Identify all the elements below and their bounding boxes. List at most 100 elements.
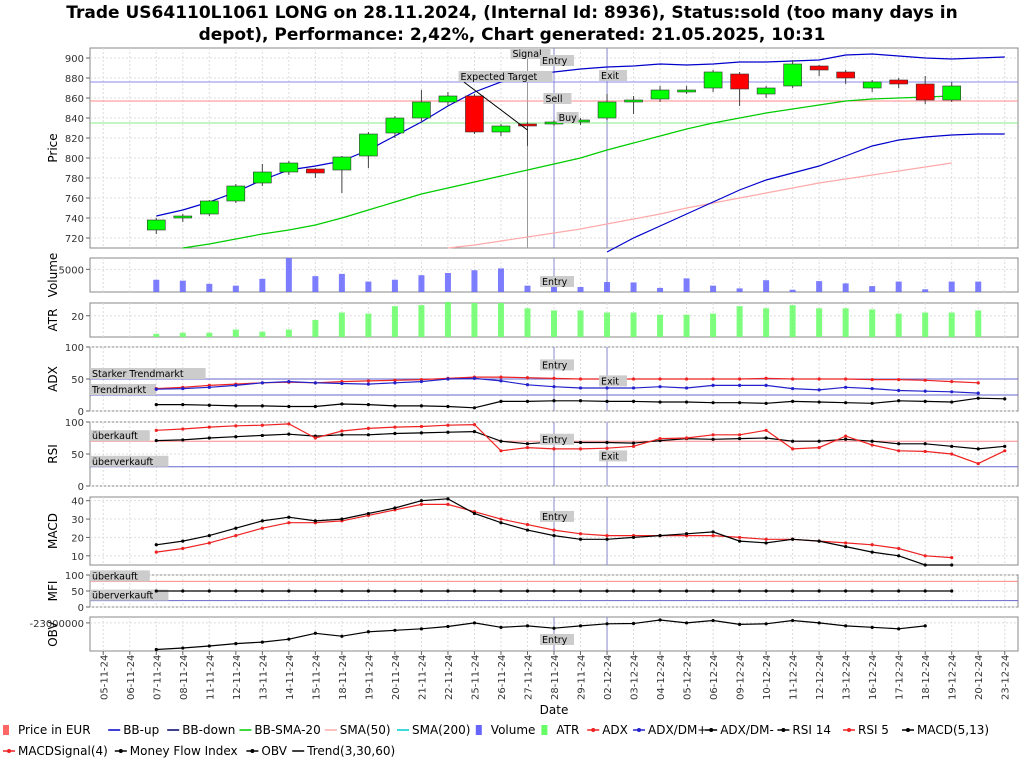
legend-item: ADX/DM- (720, 723, 774, 737)
dm-plus-point (923, 389, 927, 393)
rsi5-point (552, 447, 556, 451)
dm-plus-point (684, 386, 689, 390)
chart-title-line2: depot), Performance: 2,42%, Chart genera… (199, 25, 826, 45)
volume-bar (338, 273, 345, 292)
atr-bar (683, 314, 690, 337)
adx-point (870, 378, 874, 382)
obv-point (923, 624, 927, 628)
x-tick-label: 18-11-24 (338, 655, 349, 700)
mfi-point (658, 589, 662, 593)
macd-axis-label: MACD (46, 513, 60, 549)
mfi-tick-label: 100 (65, 571, 84, 582)
dm-plus-point (260, 381, 264, 385)
legend-item: ADX (602, 723, 628, 737)
rsi14-point (1003, 444, 1007, 448)
dm-plus-point (472, 376, 477, 380)
macd-point (923, 563, 927, 567)
x-tick-label: 02-12-24 (603, 655, 614, 700)
dm-minus-point (181, 403, 185, 407)
mfi-point (844, 589, 848, 593)
rsi5-point (287, 422, 291, 426)
candle-body (465, 95, 484, 133)
macd-signal-point (711, 533, 715, 538)
adx-point (844, 377, 848, 381)
price-tick-label: 900 (65, 54, 84, 65)
macd-point (419, 499, 424, 503)
candle-body (332, 156, 352, 171)
rsi5-point (207, 425, 211, 429)
mfi-point (472, 589, 477, 593)
dm-minus-point (340, 402, 344, 406)
atr-bar (471, 303, 478, 337)
macd-signal-point (897, 546, 901, 551)
price-panel: 720 740 760 780 800 820 840 860 880 900 Price Signa… (46, 47, 1019, 253)
rsi14-point (181, 438, 185, 442)
volume-bar (312, 276, 319, 292)
label-expected-target: Expected Target (461, 72, 538, 83)
candle-body (650, 89, 670, 100)
mfi-oversold-level-label: überverkauft (92, 591, 154, 602)
macd-point (499, 521, 503, 525)
mfi-tick-label: 50 (71, 587, 84, 598)
macd-signal-point (446, 502, 450, 506)
legend-swatch-dot (781, 728, 786, 732)
x-tick-label: 16-12-24 (868, 655, 879, 700)
obv-point (605, 622, 609, 626)
obv-point (499, 625, 503, 629)
macd-tick-label: 40 (71, 497, 84, 508)
atr-bar (604, 312, 611, 337)
x-tick-label: 05-11-24 (99, 655, 110, 700)
adx-tick-label: 100 (65, 343, 84, 354)
legend-item: OBV (261, 744, 287, 758)
adx-point (950, 379, 954, 384)
rsi14-point (499, 439, 503, 443)
rsi5-point (419, 424, 424, 429)
legend-swatch (475, 725, 482, 735)
x-tick-label: 11-11-24 (205, 655, 216, 700)
macd-tick-label: 10 (71, 552, 84, 563)
atr-bar (338, 312, 345, 337)
volume-tick-label: 5000 (59, 265, 84, 276)
x-tick-label: 04-12-24 (656, 655, 667, 700)
obv-point (313, 631, 317, 635)
rsi14-point (366, 433, 370, 437)
macd-signal-point (738, 535, 742, 540)
dm-plus-point (976, 391, 980, 395)
dm-minus-point (366, 403, 370, 407)
macd-panel: 10 20 30 40 MACD Entry (46, 496, 1019, 567)
volume-bar (948, 281, 955, 292)
macd-point (313, 519, 317, 523)
label-buy-bg (556, 112, 579, 123)
x-tick-label: 03-12-24 (630, 655, 641, 700)
atr-bar (551, 310, 557, 337)
obv-point (870, 625, 874, 629)
x-tick-label: 07-11-24 (152, 655, 163, 700)
obv-point (393, 628, 397, 632)
rsi14-point (791, 439, 795, 443)
rsi5-point (1003, 449, 1007, 453)
mfi-point (552, 589, 556, 593)
adx-trend-level-label: Trendmarkt (91, 385, 146, 396)
sma50-line (447, 162, 952, 249)
legend-item: Volume (491, 723, 536, 737)
volume-bar (153, 279, 160, 292)
price-tick-label: 880 (65, 74, 84, 85)
obv-tick-label: -23000000 (29, 619, 84, 630)
x-tick-label: 26-11-24 (497, 655, 508, 700)
mfi-point (313, 589, 317, 593)
dm-minus-point (738, 401, 742, 405)
legend-swatch-dot (591, 728, 596, 732)
volume-bar (524, 285, 531, 292)
atr-bar (763, 308, 770, 337)
rsi5-point (684, 436, 689, 440)
atr-bar (816, 308, 823, 337)
rsi14-point (260, 433, 264, 438)
volume-bar (577, 287, 584, 292)
mfi-point (738, 589, 742, 593)
volume-bar (816, 281, 823, 292)
atr-bar (418, 305, 425, 337)
macd-signal-point (287, 521, 291, 525)
mfi-point (817, 589, 821, 593)
macd-point (844, 545, 848, 549)
adx-point (578, 377, 583, 381)
